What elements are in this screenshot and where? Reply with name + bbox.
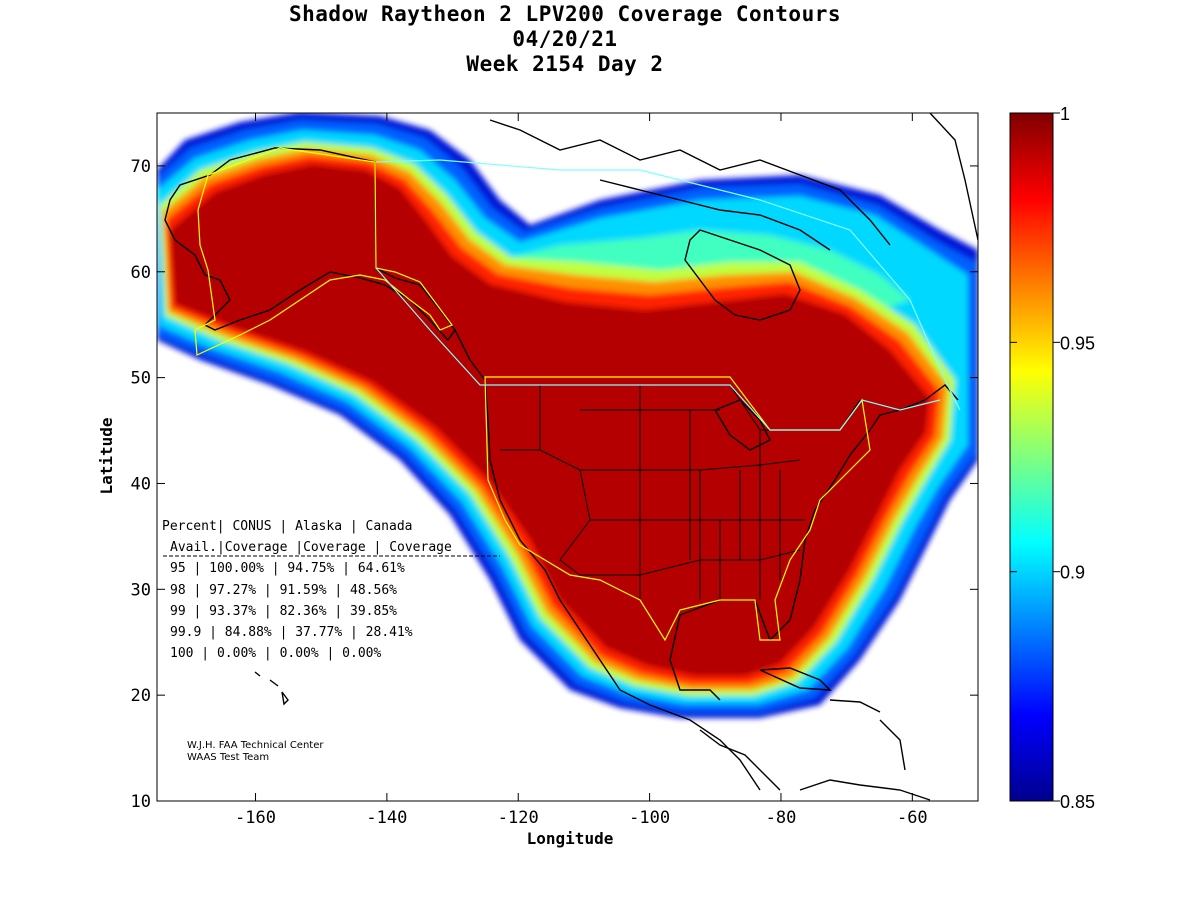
colorbar-ticks: 1 0.95 0.9 0.85 (1010, 104, 1095, 812)
service-region-boundaries (194, 147, 961, 642)
colorbar-label: 0.95 (1060, 333, 1095, 353)
table-row: 100 | 0.00% | 0.00% | 0.00% (170, 646, 381, 661)
y-tick-label: 20 (131, 686, 151, 706)
table-header-row1: Percent| CONUS | Alaska | Canada (162, 519, 413, 534)
y-tick-label: 70 (131, 157, 151, 177)
coverage-stats-table: Percent| CONUS | Alaska | Canada Avail.|… (162, 519, 500, 661)
colorbar-label: 0.9 (1060, 563, 1085, 583)
header-canada: Canada (366, 519, 413, 534)
plot-frame (156, 112, 979, 802)
colorbar (1009, 112, 1054, 802)
colorbar-label: 1 (1060, 104, 1070, 124)
y-tick-label: 40 (131, 474, 151, 494)
x-tick-label: -100 (629, 808, 670, 828)
x-axis-label: Longitude (527, 829, 614, 848)
y-axis-label: Latitude (97, 417, 116, 494)
header-percent: Percent (162, 519, 217, 534)
header-coverage-3: Coverage (389, 540, 452, 555)
x-axis-tick-labels: -160 -140 -120 -100 -80 -60 (235, 808, 928, 828)
x-tick-label: -140 (366, 808, 407, 828)
y-axis-tick-labels: 10 20 30 40 50 60 70 (131, 157, 151, 812)
table-row: 98 | 97.27% | 91.59% | 48.56% (170, 583, 397, 598)
x-tick-label: -60 (897, 808, 928, 828)
x-tick-label: -160 (235, 808, 276, 828)
chart-title: Shadow Raytheon 2 LPV200 Coverage Contou… (288, 2, 841, 26)
chart-date: 04/20/21 (512, 27, 618, 51)
header-coverage-1: Coverage (225, 540, 288, 555)
coastlines (164, 113, 978, 801)
table-row: 99.9 | 84.88% | 37.77% | 28.41% (170, 625, 413, 640)
colorbar-label: 0.85 (1060, 792, 1095, 812)
y-axis-ticks (157, 165, 978, 802)
credit-line-2: WAAS Test Team (187, 752, 269, 763)
table-row: 95 | 100.00% | 94.75% | 64.61% (170, 561, 405, 576)
x-axis-ticks (255, 113, 913, 801)
y-tick-label: 50 (131, 369, 151, 389)
y-tick-label: 30 (131, 580, 151, 600)
state-borders (485, 384, 861, 600)
header-alaska: Alaska (295, 519, 342, 534)
y-tick-label: 10 (131, 792, 151, 812)
table-row: 99 | 93.37% | 82.36% | 39.85% (170, 604, 397, 619)
x-tick-label: -120 (498, 808, 539, 828)
header-coverage-2: Coverage (303, 540, 366, 555)
header-conus: CONUS (232, 519, 271, 534)
header-avail: Avail. (170, 540, 217, 555)
x-tick-label: -80 (766, 808, 797, 828)
credit-line-1: W.J.H. FAA Technical Center (187, 740, 324, 751)
chart-week-day: Week 2154 Day 2 (466, 52, 664, 76)
table-header-row2: Avail.|Coverage |Coverage | Coverage (170, 540, 452, 555)
y-tick-label: 60 (131, 263, 151, 283)
